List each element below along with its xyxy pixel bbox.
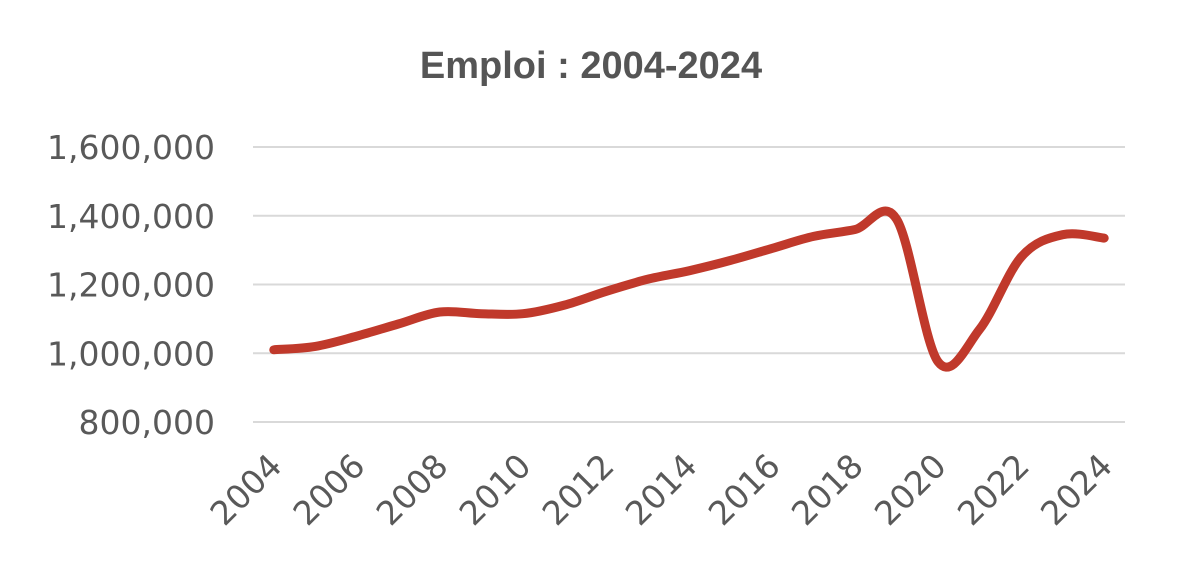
y-tick-label: 1,000,000	[47, 334, 215, 373]
x-tick-label: 2012	[535, 446, 622, 533]
series-line	[269, 206, 1109, 372]
x-tick-label: 2014	[618, 446, 705, 533]
x-tick-label: 2006	[286, 446, 373, 533]
x-tick-label: 2020	[867, 446, 954, 533]
y-axis-tick-labels: 800,000 1,000,000 1,200,000 1,400,000 1,600,…	[47, 128, 215, 442]
y-tick-label: 1,200,000	[47, 266, 215, 305]
x-tick-label: 2008	[369, 446, 456, 533]
x-axis-tick-labels: 2004200620082010201220142016201820202022…	[202, 446, 1119, 533]
series-layer	[269, 206, 1109, 372]
x-tick-label: 2022	[950, 446, 1037, 533]
x-tick-label: 2024	[1033, 446, 1120, 533]
y-tick-label: 1,400,000	[47, 197, 215, 236]
x-tick-label: 2016	[701, 446, 788, 533]
y-tick-label: 800,000	[79, 403, 215, 442]
x-tick-label: 2018	[784, 446, 871, 533]
gridlines	[253, 146, 1125, 423]
chart-title: Emploi : 2004-2024	[420, 45, 762, 87]
x-tick-label: 2004	[202, 446, 289, 533]
y-tick-label: 1,600,000	[47, 128, 215, 167]
x-tick-label: 2010	[452, 446, 539, 533]
